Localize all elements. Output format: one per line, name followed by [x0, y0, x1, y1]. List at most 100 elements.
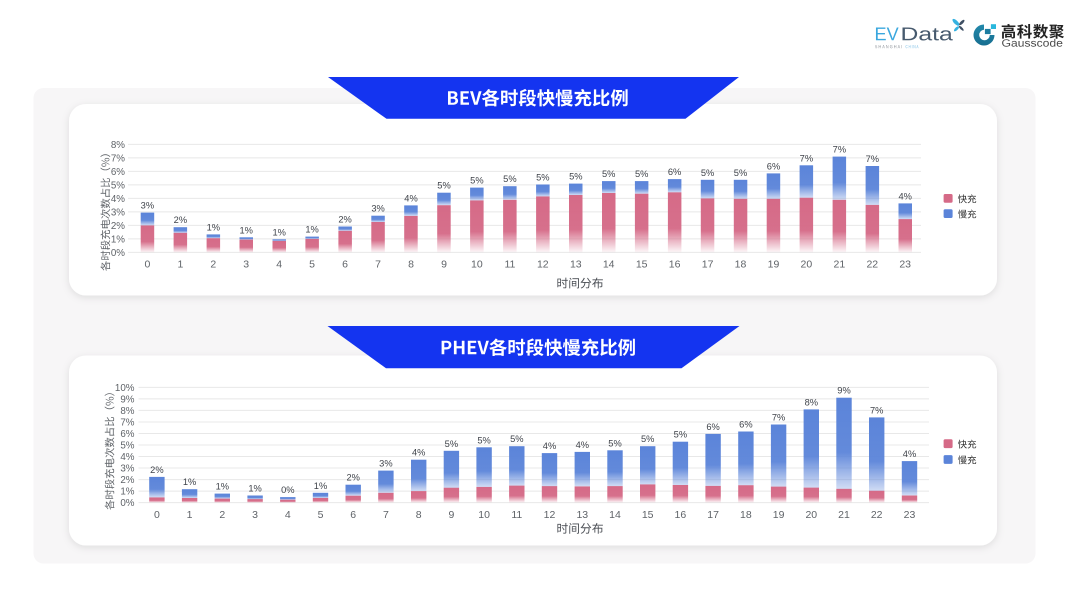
svg-text:5%: 5%	[734, 168, 747, 178]
svg-text:6%: 6%	[120, 429, 134, 440]
svg-text:1%: 1%	[248, 484, 261, 494]
svg-text:1%: 1%	[111, 234, 125, 245]
svg-text:8%: 8%	[805, 397, 818, 407]
svg-text:15: 15	[642, 509, 654, 521]
svg-text:10: 10	[471, 259, 483, 271]
svg-text:23: 23	[904, 509, 916, 521]
svg-text:7%: 7%	[833, 145, 846, 155]
svg-text:5%: 5%	[445, 439, 458, 449]
svg-text:1: 1	[187, 509, 193, 521]
svg-text:3%: 3%	[120, 463, 134, 474]
svg-text:6%: 6%	[706, 422, 719, 432]
svg-text:5%: 5%	[635, 169, 648, 179]
svg-text:14: 14	[603, 259, 615, 271]
svg-text:5%: 5%	[608, 438, 621, 448]
svg-text:4: 4	[285, 509, 291, 521]
svg-text:4%: 4%	[404, 193, 417, 203]
svg-text:3%: 3%	[379, 459, 392, 469]
svg-text:0: 0	[154, 509, 160, 521]
svg-text:10%: 10%	[115, 383, 135, 394]
svg-text:5%: 5%	[503, 174, 516, 184]
svg-text:5%: 5%	[701, 168, 714, 178]
svg-text:19: 19	[768, 259, 780, 271]
svg-text:13: 13	[570, 259, 582, 271]
svg-text:5%: 5%	[437, 181, 450, 191]
svg-text:3%: 3%	[141, 201, 154, 211]
svg-text:6%: 6%	[111, 167, 125, 178]
svg-text:16: 16	[675, 509, 687, 521]
svg-text:5%: 5%	[477, 435, 490, 445]
svg-text:9%: 9%	[120, 394, 134, 405]
svg-text:9: 9	[448, 509, 454, 521]
svg-text:2: 2	[210, 259, 216, 271]
svg-text:1%: 1%	[314, 481, 327, 491]
svg-text:0%: 0%	[281, 485, 294, 495]
svg-text:15: 15	[636, 259, 648, 271]
svg-text:3%: 3%	[111, 207, 125, 218]
svg-text:5%: 5%	[510, 434, 523, 444]
svg-text:0%: 0%	[120, 498, 134, 509]
svg-text:21: 21	[834, 259, 846, 271]
svg-text:0%: 0%	[111, 248, 125, 259]
svg-text:9: 9	[441, 259, 447, 271]
svg-text:5: 5	[309, 259, 315, 271]
svg-text:7%: 7%	[870, 405, 883, 415]
svg-text:5%: 5%	[641, 434, 654, 444]
svg-text:8: 8	[408, 259, 414, 271]
svg-text:14: 14	[609, 509, 621, 521]
svg-text:6%: 6%	[739, 420, 752, 430]
svg-text:1%: 1%	[207, 222, 220, 232]
svg-text:5: 5	[318, 509, 324, 521]
svg-text:7: 7	[383, 509, 389, 521]
svg-text:7%: 7%	[120, 417, 134, 428]
svg-text:6%: 6%	[668, 167, 681, 177]
svg-text:8%: 8%	[120, 406, 134, 417]
svg-text:2%: 2%	[346, 473, 359, 483]
svg-text:7: 7	[375, 259, 381, 271]
svg-text:2%: 2%	[150, 465, 163, 475]
svg-text:21: 21	[838, 509, 850, 521]
svg-text:7%: 7%	[111, 153, 125, 164]
svg-text:9%: 9%	[837, 386, 850, 396]
svg-text:10: 10	[478, 509, 490, 521]
svg-text:5%: 5%	[536, 173, 549, 183]
svg-text:1%: 1%	[216, 482, 229, 492]
svg-text:19: 19	[773, 509, 785, 521]
svg-text:22: 22	[866, 259, 878, 271]
svg-text:0: 0	[144, 259, 150, 271]
svg-text:4%: 4%	[120, 452, 134, 463]
svg-text:18: 18	[740, 509, 752, 521]
svg-text:4%: 4%	[543, 441, 556, 451]
svg-text:11: 11	[504, 259, 515, 271]
svg-text:4%: 4%	[111, 194, 125, 205]
svg-text:2%: 2%	[120, 475, 134, 486]
svg-text:3: 3	[243, 259, 249, 271]
svg-text:4%: 4%	[898, 191, 911, 201]
svg-text:1%: 1%	[305, 225, 318, 235]
svg-text:7%: 7%	[800, 153, 813, 163]
svg-text:18: 18	[735, 259, 747, 271]
svg-text:8: 8	[416, 509, 422, 521]
svg-text:6: 6	[342, 259, 348, 271]
svg-text:1%: 1%	[183, 477, 196, 487]
svg-text:16: 16	[669, 259, 681, 271]
svg-text:4%: 4%	[903, 449, 916, 459]
svg-text:12: 12	[537, 259, 549, 271]
svg-text:8%: 8%	[111, 140, 125, 151]
svg-text:5%: 5%	[569, 172, 582, 182]
svg-text:20: 20	[805, 509, 817, 521]
svg-text:17: 17	[702, 259, 714, 271]
svg-text:4%: 4%	[576, 440, 589, 450]
svg-text:20: 20	[801, 259, 813, 271]
svg-text:23: 23	[899, 259, 911, 271]
svg-text:3%: 3%	[371, 204, 384, 214]
svg-text:6%: 6%	[767, 161, 780, 171]
svg-text:1%: 1%	[272, 227, 285, 237]
svg-text:4: 4	[276, 259, 282, 271]
svg-text:5%: 5%	[470, 176, 483, 186]
svg-text:1: 1	[177, 259, 183, 271]
svg-text:6: 6	[350, 509, 356, 521]
svg-text:1%: 1%	[120, 487, 134, 498]
svg-text:13: 13	[576, 509, 588, 521]
svg-text:5%: 5%	[602, 169, 615, 179]
